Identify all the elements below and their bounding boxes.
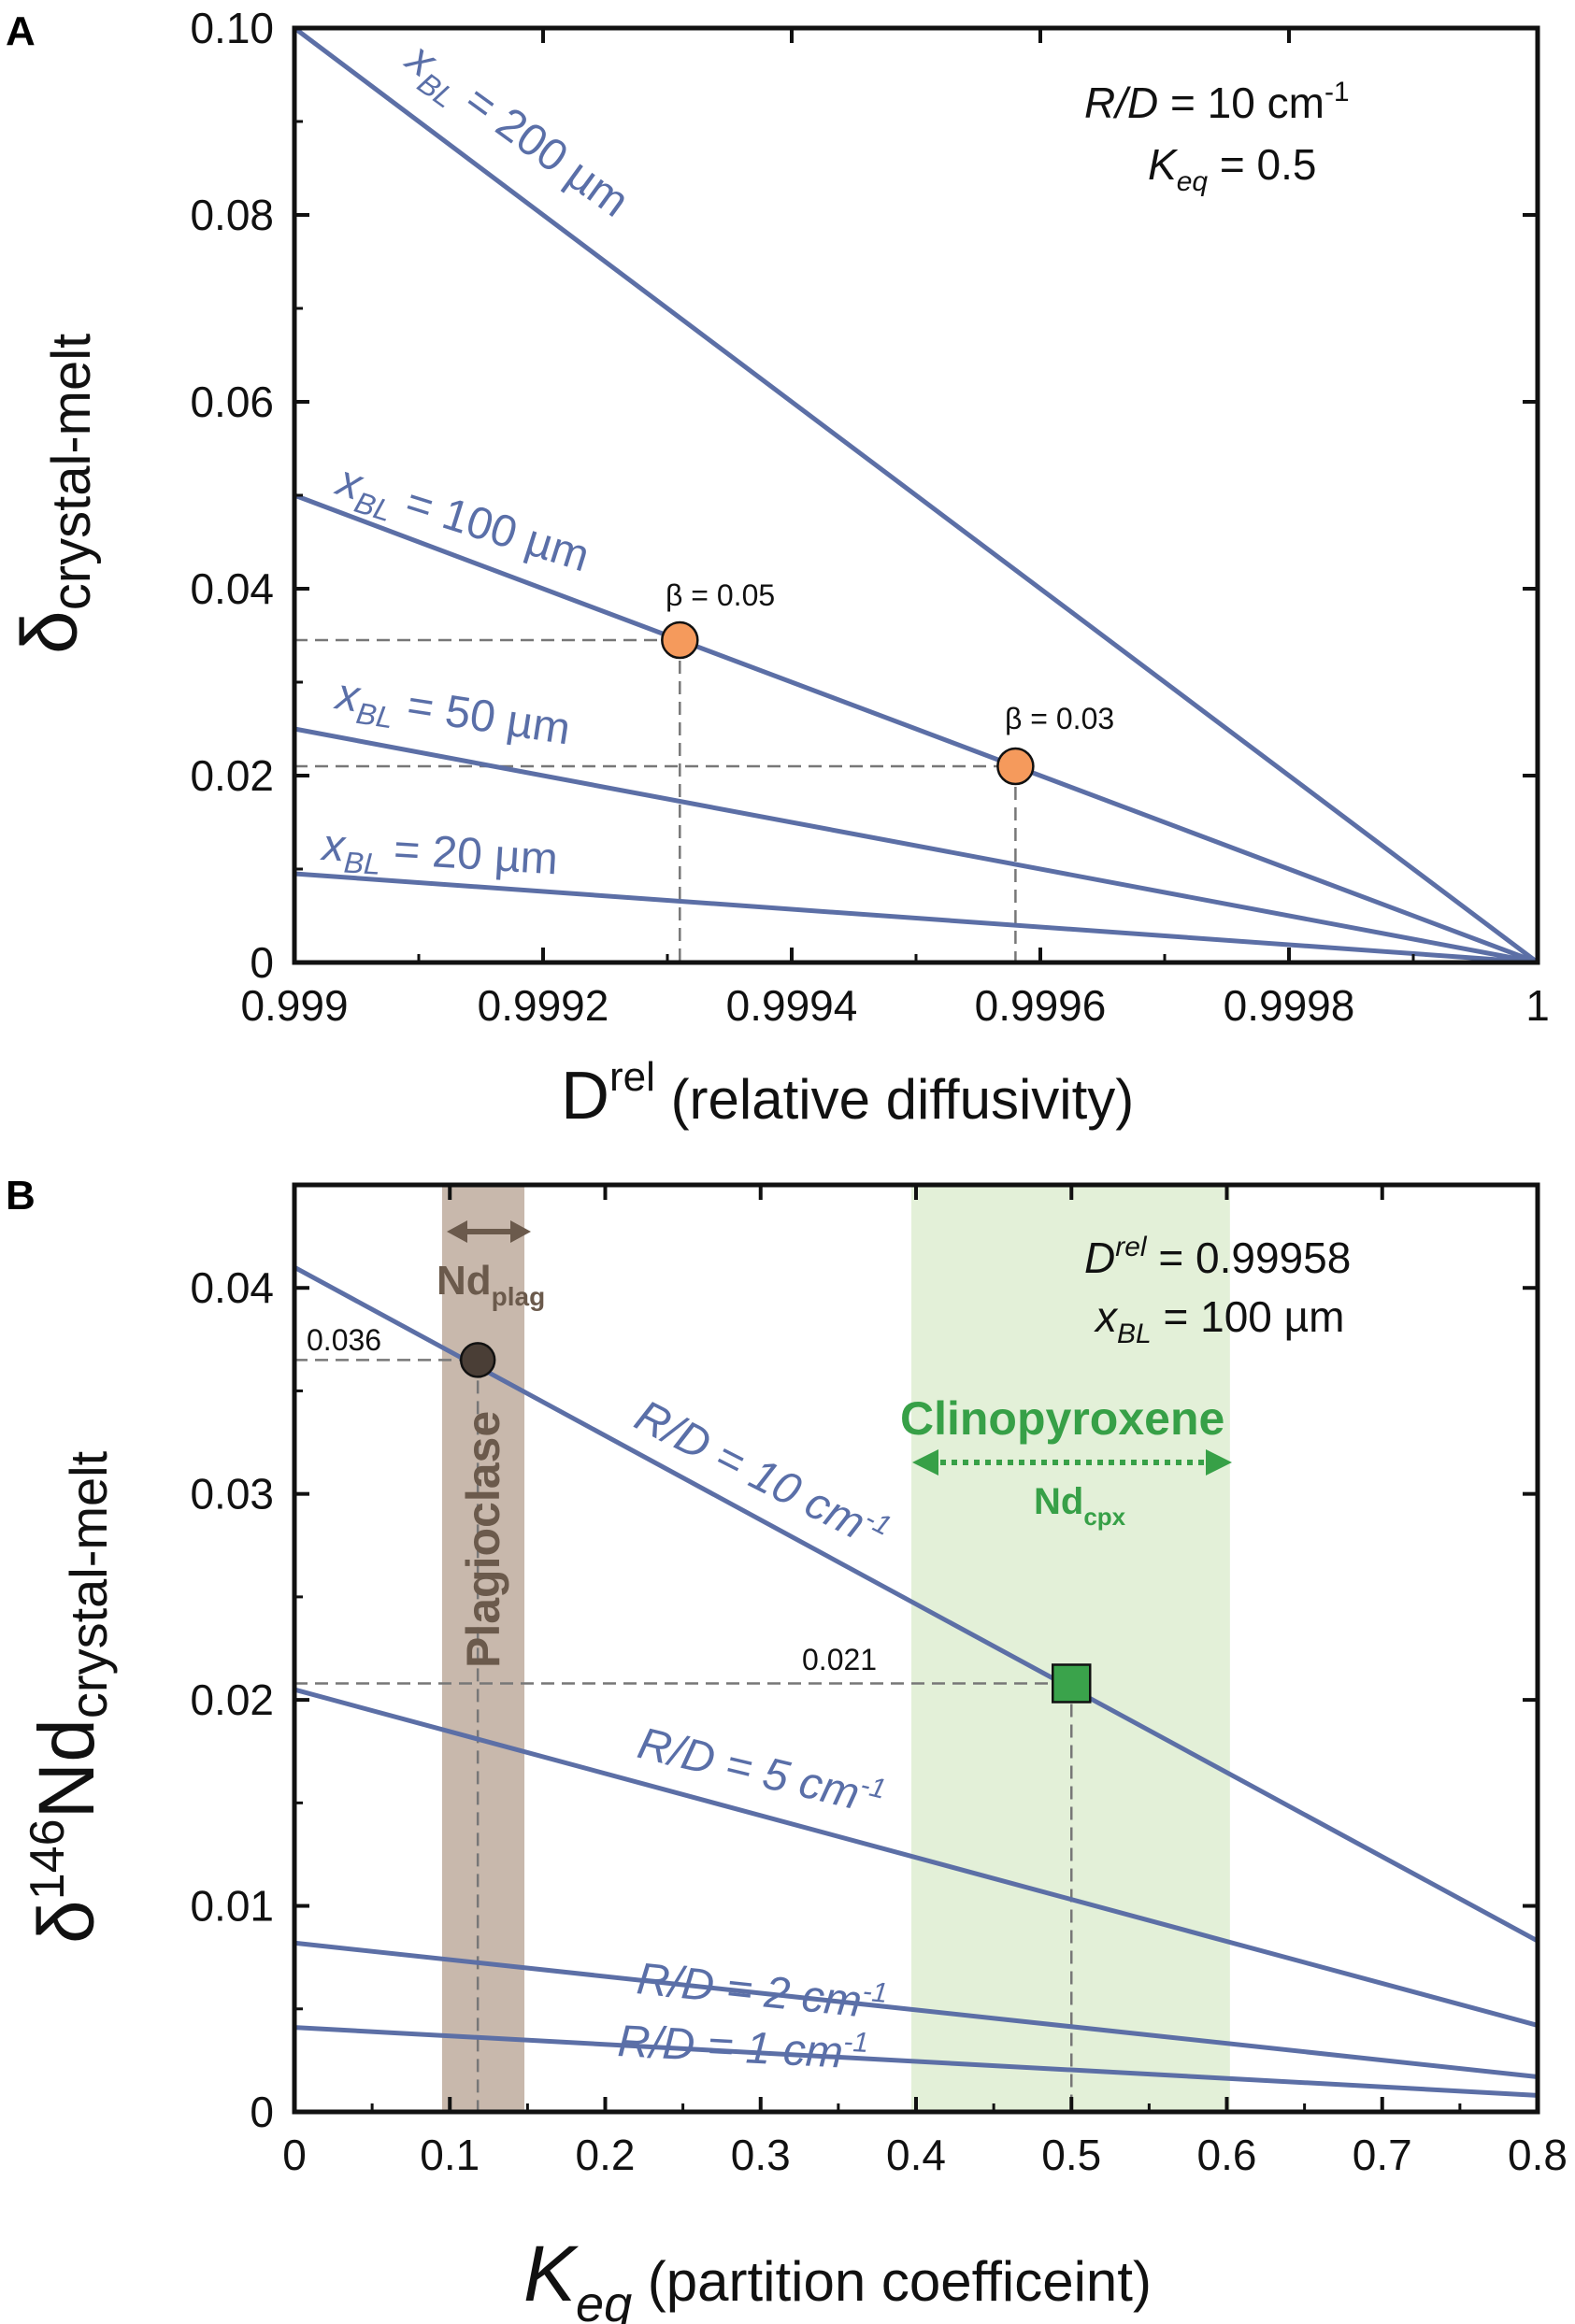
band-plagioclase (441, 1185, 525, 2112)
a-ytick-label: 0.10 (190, 4, 274, 52)
series-line-b-1 (294, 1687, 1539, 2028)
series-line-a-0 (293, 26, 1539, 964)
param-keq: Keq = 0.5 (1148, 140, 1316, 197)
series-label-20: xBL = 20 µm (319, 820, 559, 891)
data-point-a-1 (996, 747, 1035, 786)
b-ytick-label: 0.01 (190, 1882, 274, 1931)
a-xtick-label: 0.9996 (975, 981, 1107, 1030)
series-label-50: xBL = 50 µm (330, 669, 574, 762)
b-xtick-label: 0.2 (576, 2131, 636, 2179)
panel-a-annotations (294, 638, 1017, 962)
series-line-a-2 (294, 726, 1539, 965)
panel-b-ticks: 0 0.1 0.2 0.3 0.4 0.5 0.6 0.7 0.8 0 0.01 0.02 0.03 0.… (190, 1185, 1568, 2179)
series-label-rd1: R/D = 1 cm-1 (616, 2015, 869, 2079)
b-xtick-label: 0.1 (420, 2131, 480, 2179)
a-ytick-label: 0 (250, 938, 274, 987)
series-line-b-3 (294, 2025, 1539, 2098)
b-xtick-label: 0.3 (731, 2131, 791, 2179)
panel-a-ticks: 0.999 0.9992 0.9994 0.9996 0.9998 1 0 0.02 0.04 0… (190, 4, 1549, 1030)
cpx-band-label: Clinopyroxene (900, 1392, 1224, 1445)
a-xtick-label: 0.9992 (478, 981, 609, 1030)
series-label-100: xBL = 100 µm (327, 455, 594, 589)
panel-b-bands (441, 1185, 1230, 2112)
series-line-b-2 (294, 1940, 1539, 2080)
b-ytick-label: 0.03 (190, 1470, 274, 1518)
a-xtick-label: 0.9994 (726, 981, 858, 1030)
a-ytick-label: 0.08 (190, 191, 274, 239)
panel-b: B 0 0.1 0.2 0.3 0.4 0.5 0.6 0.7 0.8 0 0.01 0.02 0.03… (6, 1173, 1568, 2324)
series-line-a-1 (294, 492, 1539, 965)
point-label-0036: 0.036 (307, 1323, 381, 1357)
b-xtick-label: 0.5 (1041, 2131, 1101, 2179)
data-point-a-0 (661, 620, 699, 660)
plag-band-label: Plagioclase (457, 1411, 509, 1668)
panel-a-points (661, 620, 1035, 786)
a-ytick-label: 0.04 (190, 564, 274, 613)
param-drel: Drel = 0.99958 (1084, 1232, 1351, 1282)
clinopyroxene-annotation: Clinopyroxene Ndcpx (900, 1392, 1232, 1531)
panel-b-letter: B (6, 1173, 36, 1219)
series-label-200: xBL = 200 µm (392, 33, 637, 233)
a-xtick-label: 0.9998 (1224, 981, 1355, 1030)
panel-a-letter: A (6, 8, 36, 54)
plag-nd-label: Ndplag (437, 1258, 545, 1311)
panel-b-series (293, 1264, 1539, 2098)
panel-a-xlabel: Drel (relative diffusivity) (561, 1054, 1134, 1133)
b-xtick-label: 0.7 (1353, 2131, 1412, 2179)
panel-a-ylabel: δcrystal-melt (6, 334, 102, 654)
b-xtick-label: 0 (282, 2131, 307, 2179)
a-xtick-label: 0.999 (240, 981, 348, 1030)
panel-b-xlabel: Keq (partition coefficeint) (523, 2230, 1152, 2324)
point-label-0021: 0.021 (802, 1643, 877, 1676)
param-rd: R/D = 10 cm-1 (1084, 77, 1350, 127)
b-ytick-label: 0.02 (190, 1675, 274, 1724)
series-label-rd10: R/D = 10 cm-1 (627, 1390, 896, 1561)
param-xbl: xBL = 100 µm (1094, 1292, 1344, 1349)
panel-b-points (459, 1342, 1092, 1704)
series-line-b-0 (293, 1264, 1539, 1944)
point-label-beta-005: β = 0.05 (666, 578, 775, 612)
series-label-rd5: R/D = 5 cm-1 (633, 1717, 889, 1825)
a-ytick-label: 0.02 (190, 751, 274, 800)
a-xtick-label: 1 (1525, 981, 1550, 1030)
data-point-cpx (1052, 1663, 1092, 1704)
panel-a-series (293, 26, 1539, 965)
panel-b-annotations (294, 1359, 1073, 2112)
cpx-arrow-left (912, 1449, 938, 1476)
b-ytick-label: 0 (250, 2088, 274, 2136)
panel-a: A 0.999 0.9992 0.9994 0.9996 0.9998 1 0 0.02 0.0… (6, 4, 1550, 1133)
b-xtick-label: 0.4 (886, 2131, 946, 2179)
point-label-beta-003: β = 0.03 (1005, 702, 1114, 735)
b-xtick-label: 0.8 (1508, 2131, 1568, 2179)
panel-b-ylabel: δ146Ndcrystal-melt (21, 1450, 118, 1944)
data-point-plag (459, 1342, 496, 1378)
series-label-rd2: R/D = 2 cm-1 (635, 1952, 889, 2030)
plag-arrow-right (510, 1220, 531, 1243)
b-ytick-label: 0.04 (190, 1263, 274, 1312)
panel-b-line-labels: R/D = 10 cm-1 R/D = 5 cm-1 R/D = 2 cm-1 … (616, 1390, 896, 2079)
cpx-arrow-right (1206, 1449, 1232, 1476)
a-ytick-label: 0.06 (190, 378, 274, 426)
plagioclase-annotation: Ndplag Plagioclase (437, 1220, 545, 1668)
cpx-nd-label: Ndcpx (1034, 1481, 1126, 1531)
series-line-a-3 (294, 871, 1539, 965)
plag-arrow-left (447, 1220, 467, 1243)
b-xtick-label: 0.6 (1197, 2131, 1257, 2179)
